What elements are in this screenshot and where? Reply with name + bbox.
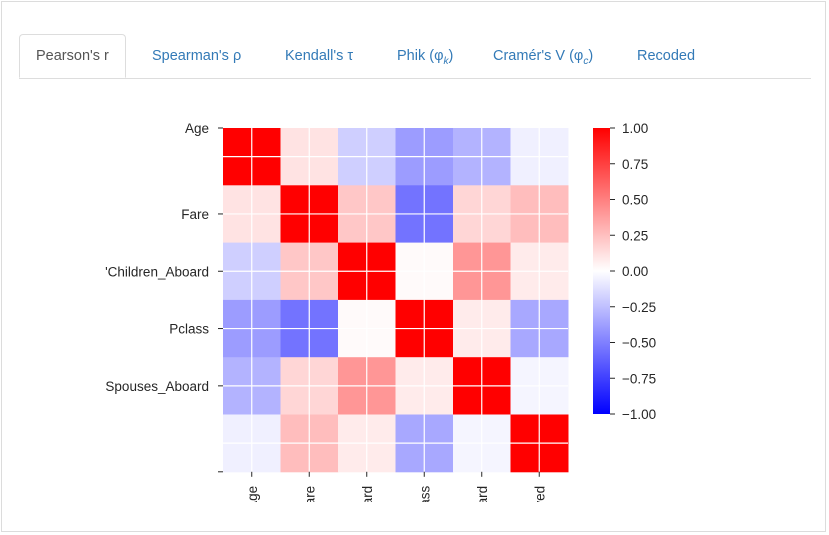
tab-recoded[interactable]: Recoded [637,48,696,64]
tab-phik[interactable]: Phik (φk) [397,48,454,67]
colorbar-tick-label: 0.75 [622,157,648,172]
row-label: Fare [181,207,209,222]
row-label: 'Children_Aboard [105,264,209,279]
colorbar-tick-label: 1.00 [622,121,648,136]
colorbar: 1.00 0.75 0.50 0.25 0.00 −0.25 −0.50 −0.75 −1.00 [593,121,656,422]
colorbar-tick-label: −0.25 [622,300,656,315]
colorbar-tick-label: 0.00 [622,264,648,279]
column-labels: Age Fare en_Aboard Pclass es_Aboard Survived [245,486,548,535]
column-label: en_Aboard [360,486,375,535]
colorbar-tick-label: 0.50 [622,193,648,208]
colorbar-gradient [593,128,610,414]
heatmap-cells [218,127,569,477]
colorbar-tick-label: −0.50 [622,336,656,351]
correlation-tabs: Pearson's r Spearman's ρ Kendall's τ Phi… [19,34,811,79]
tab-kendall[interactable]: Kendall's τ [285,48,354,64]
column-label: Survived [532,486,547,535]
colorbar-tick-label: −1.00 [622,407,656,422]
row-label: Survived [156,465,209,480]
colorbar-tick-label: −0.75 [622,371,656,386]
colorbar-tick-label: 0.25 [622,228,648,243]
column-label: es_Aboard [475,486,490,535]
column-label: Pclass [417,486,432,526]
row-labels: Age Fare 'Children_Aboard Pclass Spouses_Abo… [105,121,209,480]
tab-pearson[interactable]: Pearson's r [19,34,126,78]
column-label: Fare [302,486,317,514]
row-label: Pclass [169,322,209,337]
column-label: Age [245,486,260,510]
row-label: Age [185,121,209,136]
tab-spearman[interactable]: Spearman's ρ [152,48,242,64]
tab-cramers-v[interactable]: Cramér's V (φc) [493,48,594,67]
row-label: Spouses_Aboard [105,379,209,394]
